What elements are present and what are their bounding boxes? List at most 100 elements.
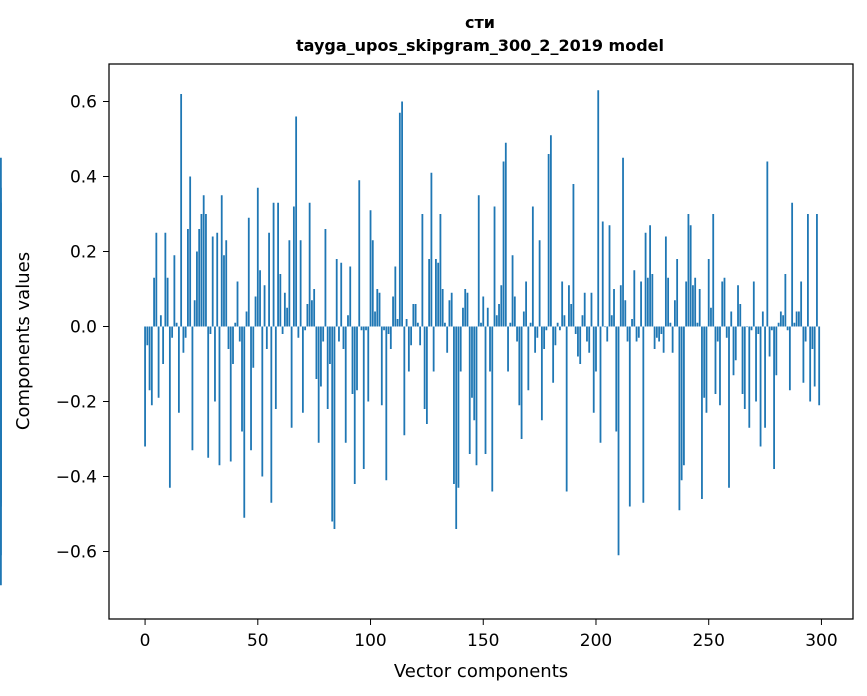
bar: [482, 296, 485, 327]
x-tick-label: 100: [354, 631, 386, 651]
bar: [561, 281, 564, 327]
bar: [757, 326, 760, 334]
bar: [631, 319, 633, 327]
x-tick-label: 300: [805, 631, 837, 651]
bar-series: [0, 90, 821, 586]
bar: [710, 307, 712, 327]
bar: [274, 326, 277, 409]
bar: [633, 270, 636, 327]
bar: [164, 232, 167, 327]
bar: [471, 326, 473, 398]
bar: [306, 304, 309, 327]
bar: [457, 326, 460, 488]
bar: [0, 326, 2, 586]
bar: [513, 296, 516, 327]
bar: [779, 311, 782, 327]
bar: [791, 202, 794, 327]
bar: [270, 326, 273, 503]
x-axis-ticks: 0 50 100 150 200 250 300: [140, 619, 838, 651]
bar: [322, 326, 325, 342]
bar: [338, 326, 340, 342]
bar: [389, 326, 392, 349]
bar: [732, 326, 735, 376]
bar: [387, 326, 390, 334]
bar: [286, 307, 289, 327]
bar: [430, 172, 433, 327]
bar: [626, 326, 629, 342]
y-tick-label: −0.2: [56, 393, 97, 413]
bar: [313, 289, 316, 327]
bar: [153, 277, 155, 327]
bar: [608, 225, 611, 327]
bar: [529, 322, 532, 327]
bar: [441, 289, 444, 327]
bar: [743, 326, 746, 409]
bar: [367, 326, 370, 402]
bar: [755, 326, 757, 402]
bar: [540, 326, 543, 421]
bar: [220, 195, 223, 327]
bar: [522, 311, 525, 327]
bar: [416, 322, 419, 327]
bar: [205, 214, 207, 327]
chart-title-line-1: сти: [465, 13, 495, 32]
bar: [698, 289, 701, 327]
bar: [148, 326, 151, 391]
bar: [369, 210, 372, 327]
bar: [809, 326, 812, 402]
bar: [761, 311, 764, 327]
bar: [304, 326, 307, 331]
bar: [592, 326, 595, 413]
bar: [419, 326, 422, 346]
bar: [301, 326, 304, 413]
bar: [410, 326, 413, 346]
bar: [716, 326, 719, 342]
plot-frame: [108, 63, 854, 620]
bar: [813, 326, 816, 387]
bar: [477, 195, 480, 327]
bar: [683, 326, 685, 466]
bar: [175, 322, 178, 327]
bar: [606, 326, 609, 342]
bar: [200, 214, 203, 327]
bar: [579, 326, 582, 364]
bar: [333, 326, 336, 529]
bar: [225, 240, 228, 327]
bar: [527, 326, 530, 391]
bar: [146, 326, 149, 346]
bar: [604, 326, 606, 328]
bar: [331, 326, 334, 522]
bar: [590, 292, 593, 327]
bar: [725, 326, 728, 338]
bar: [518, 326, 521, 406]
bar: [574, 326, 577, 334]
bar: [597, 90, 600, 327]
bar: [455, 326, 458, 529]
bar: [218, 326, 221, 466]
bar: [358, 180, 361, 327]
bar: [655, 326, 658, 338]
bar: [450, 292, 453, 327]
bar: [324, 229, 327, 327]
bar: [816, 214, 818, 327]
bar: [351, 326, 354, 394]
bar: [741, 326, 744, 394]
bar: [599, 326, 602, 443]
bar: [227, 326, 230, 349]
bar: [595, 326, 597, 372]
bar: [360, 326, 363, 331]
bar: [236, 281, 239, 327]
bar: [581, 315, 584, 327]
bar: [556, 322, 559, 327]
bar: [509, 322, 512, 327]
bar: [734, 326, 737, 361]
bar: [216, 232, 219, 327]
bar: [432, 326, 435, 372]
bar: [394, 266, 397, 327]
bar: [795, 311, 798, 327]
y-axis-label: Components values: [13, 252, 34, 430]
bar: [241, 326, 243, 432]
bar: [784, 274, 787, 327]
bar: [568, 285, 570, 327]
bar: [543, 326, 546, 349]
